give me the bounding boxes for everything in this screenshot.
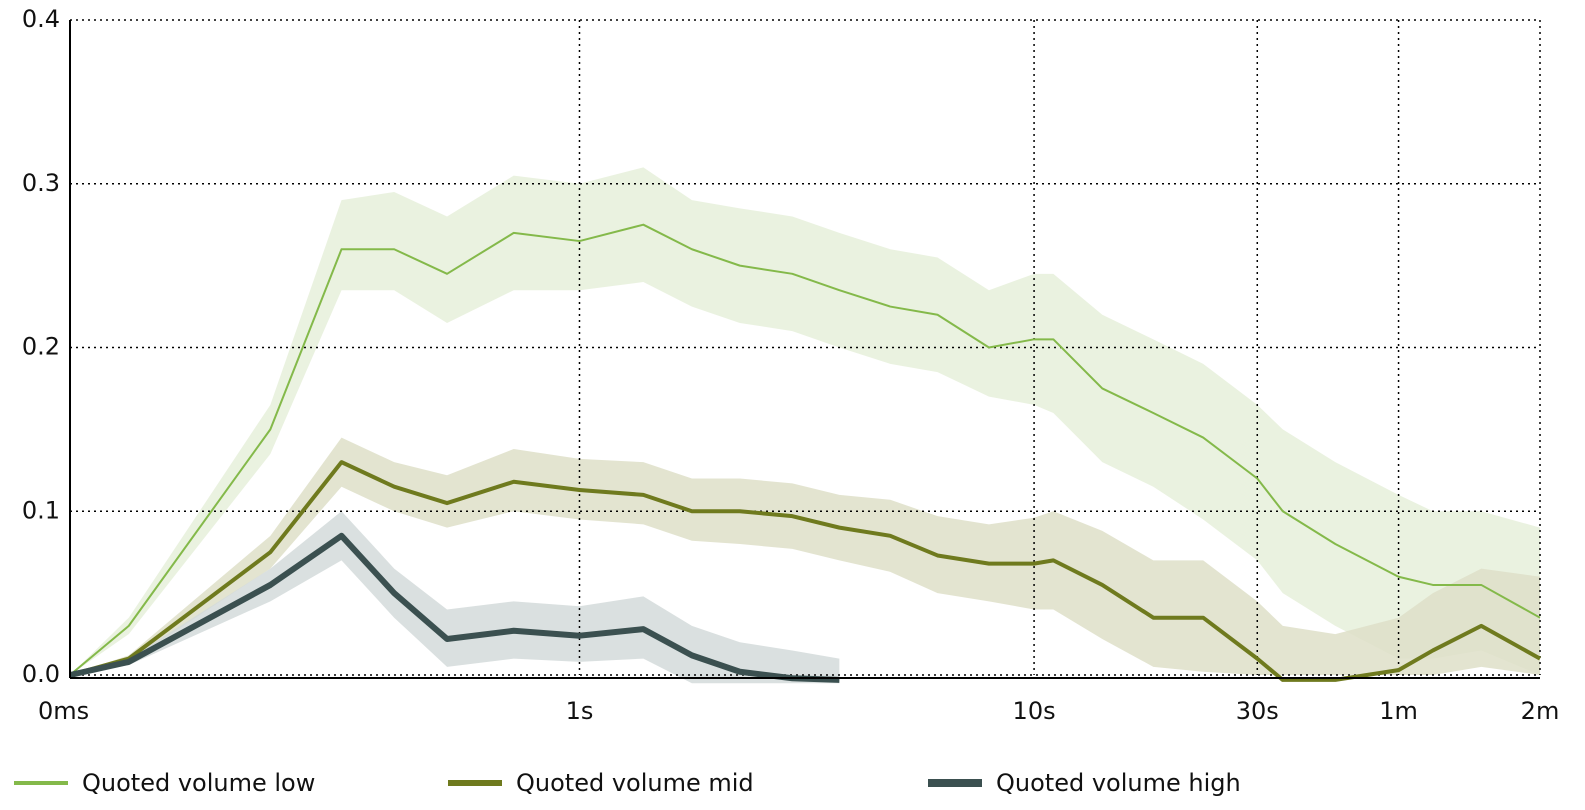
confidence-band bbox=[70, 437, 1540, 675]
series-line bbox=[69, 460, 1541, 682]
y-tick-label: 0.3 bbox=[22, 169, 60, 197]
x-tick-label: 1m bbox=[1379, 697, 1418, 725]
confidence-band bbox=[70, 511, 840, 684]
x-tick-label: 10s bbox=[1013, 697, 1056, 725]
x-tick-label: 0ms bbox=[38, 697, 89, 725]
x-tick-label: 2m bbox=[1521, 697, 1560, 725]
series-line bbox=[69, 532, 840, 683]
legend-label: Quoted volume mid bbox=[516, 769, 754, 797]
y-tick-label: 0.0 bbox=[22, 660, 60, 688]
confidence-band bbox=[70, 167, 1540, 675]
y-tick-label: 0.4 bbox=[22, 5, 60, 33]
y-tick-label: 0.1 bbox=[22, 496, 60, 524]
x-tick-label: 30s bbox=[1236, 697, 1279, 725]
series-line bbox=[69, 223, 1541, 676]
legend-label: Quoted volume high bbox=[996, 769, 1241, 797]
legend-label: Quoted volume low bbox=[82, 769, 315, 797]
x-tick-label: 1s bbox=[566, 697, 594, 725]
y-tick-label: 0.2 bbox=[22, 333, 60, 361]
